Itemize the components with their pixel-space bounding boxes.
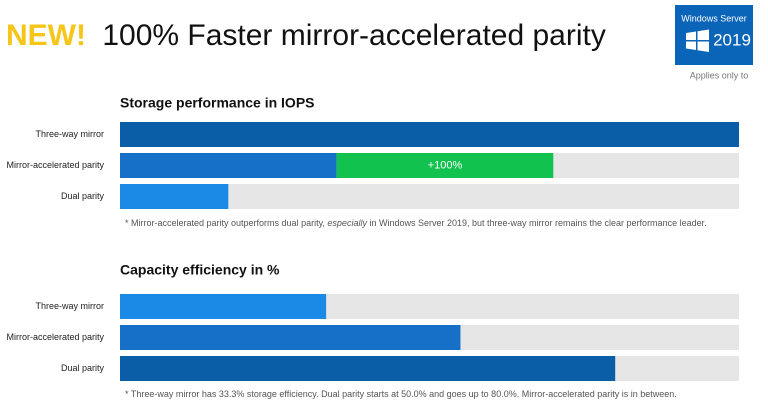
category-label: Mirror-accelerated parity xyxy=(6,160,104,170)
chart-title: Storage performance in IOPS xyxy=(120,95,315,111)
bar-segment xyxy=(336,153,554,178)
category-label: Dual parity xyxy=(61,363,105,373)
segment-label: +100% xyxy=(428,159,463,171)
new-badge: NEW! xyxy=(6,19,86,52)
note-part: * Three-way mirror has 33.3% storage eff… xyxy=(125,389,677,399)
product-name: Windows Server xyxy=(681,13,747,23)
bar-segment xyxy=(120,294,327,319)
category-label: Three-way mirror xyxy=(35,301,104,311)
product-version: 2019 xyxy=(713,30,751,49)
bar-segment xyxy=(120,356,616,381)
note-part: especially xyxy=(327,218,367,228)
category-label: Dual parity xyxy=(61,191,105,201)
bar-segment xyxy=(120,184,229,209)
bar-segment xyxy=(120,122,739,147)
slide-heading: NEW! 100% Faster mirror-accelerated pari… xyxy=(6,19,606,52)
applies-note: Applies only to xyxy=(690,70,749,80)
bar-segment xyxy=(120,325,461,350)
bar-segment xyxy=(120,153,337,178)
chart-title: Capacity efficiency in % xyxy=(120,262,280,278)
windows-logo xyxy=(686,29,709,52)
chart-note: * Mirror-accelerated parity outperforms … xyxy=(125,218,707,228)
slide-title: 100% Faster mirror-accelerated parity xyxy=(102,19,606,52)
chart-note: * Three-way mirror has 33.3% storage eff… xyxy=(125,389,677,399)
note-part: in Windows Server 2019, but three-way mi… xyxy=(367,218,707,228)
category-label: Mirror-accelerated parity xyxy=(6,332,104,342)
category-label: Three-way mirror xyxy=(35,129,104,139)
note-part: * Mirror-accelerated parity outperforms … xyxy=(125,218,327,228)
